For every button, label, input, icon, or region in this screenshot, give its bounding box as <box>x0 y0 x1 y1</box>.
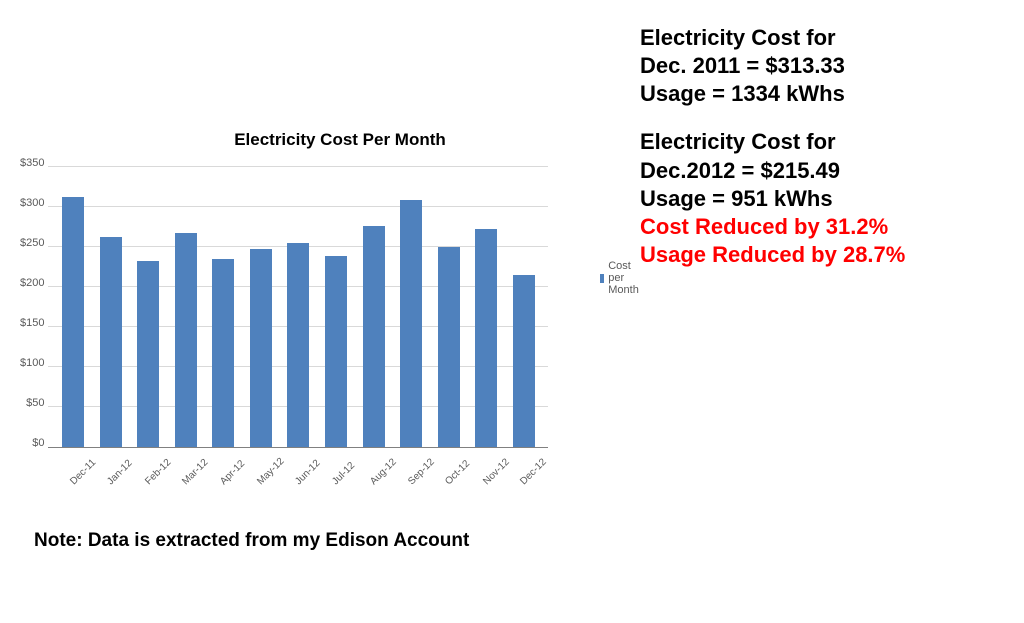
info-2011-line1: Electricity Cost for <box>640 24 1020 52</box>
bar-Nov-12 <box>475 229 497 447</box>
info-2012-line3: Usage = 951 kWhs <box>640 185 1020 213</box>
plot-area <box>48 168 548 448</box>
x-tick-label: Sep-12 <box>406 464 429 487</box>
x-tick-label: Dec-12 <box>518 464 541 487</box>
info-panel: Electricity Cost for Dec. 2011 = $313.33… <box>640 24 1020 289</box>
info-group-2011: Electricity Cost for Dec. 2011 = $313.33… <box>640 24 1020 108</box>
bar-Dec-11 <box>62 197 84 447</box>
x-tick-label: Jan-12 <box>105 464 128 487</box>
chart-container: Electricity Cost Per Month $350$300$250$… <box>20 130 620 465</box>
bar-Jan-12 <box>100 237 122 447</box>
footnote: Note: Data is extracted from my Edison A… <box>34 530 469 552</box>
x-axis: Dec-11Jan-12Feb-12Mar-12Apr-12May-12Jun-… <box>52 454 552 465</box>
x-tick-label: Jun-12 <box>293 464 316 487</box>
y-axis: $350$300$250$200$150$100$50$0 <box>20 168 48 448</box>
bar-Jun-12 <box>287 243 309 447</box>
chart-title: Electricity Cost Per Month <box>20 130 620 150</box>
x-tick-label: Feb-12 <box>143 464 166 487</box>
info-2012-cost-reduced: Cost Reduced by 31.2% <box>640 213 1020 241</box>
info-2012-line1: Electricity Cost for <box>640 128 1020 156</box>
x-tick-label: Mar-12 <box>181 464 204 487</box>
bar-Feb-12 <box>137 261 159 447</box>
info-group-2012: Electricity Cost for Dec.2012 = $215.49 … <box>640 128 1020 269</box>
x-tick-label: Aug-12 <box>368 464 391 487</box>
gridline <box>48 166 548 167</box>
x-tick-label: May-12 <box>256 464 279 487</box>
info-2012-line2: Dec.2012 = $215.49 <box>640 157 1020 185</box>
bar-Oct-12 <box>438 247 460 447</box>
plot-wrap: $350$300$250$200$150$100$50$0 <box>20 168 620 448</box>
bar-Apr-12 <box>212 259 234 447</box>
bar-May-12 <box>250 249 272 447</box>
legend-label: Cost per Month <box>608 260 643 296</box>
info-2011-line2: Dec. 2011 = $313.33 <box>640 52 1020 80</box>
x-tick-label: Jul-12 <box>331 464 354 487</box>
bar-Mar-12 <box>175 233 197 447</box>
legend: Cost per Month <box>600 260 644 296</box>
info-2011-line3: Usage = 1334 kWhs <box>640 80 1020 108</box>
info-2012-usage-reduced: Usage Reduced by 28.7% <box>640 241 1020 269</box>
x-tick-label: Apr-12 <box>218 464 241 487</box>
bar-Aug-12 <box>363 226 385 447</box>
x-axis-wrap: Dec-11Jan-12Feb-12Mar-12Apr-12May-12Jun-… <box>20 454 620 465</box>
bar-Jul-12 <box>325 256 347 447</box>
x-tick-label: Nov-12 <box>481 464 504 487</box>
legend-swatch <box>600 274 604 283</box>
bar-Dec-12 <box>513 275 535 447</box>
x-tick-label: Oct-12 <box>443 464 466 487</box>
x-tick-label: Dec-11 <box>68 464 91 487</box>
bar-Sep-12 <box>400 200 422 447</box>
bars-group <box>48 168 548 447</box>
